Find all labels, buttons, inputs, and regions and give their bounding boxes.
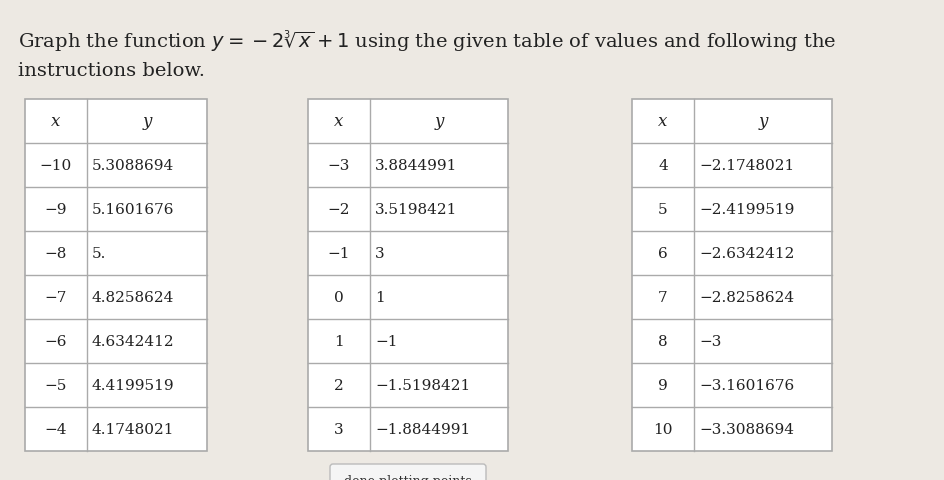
Text: 8: 8 [658, 334, 667, 348]
Text: 4.6342412: 4.6342412 [92, 334, 175, 348]
Text: 5.3088694: 5.3088694 [92, 159, 175, 173]
Text: x: x [51, 113, 60, 130]
Text: −3: −3 [699, 334, 721, 348]
Text: 4.1748021: 4.1748021 [92, 422, 175, 436]
Text: −3: −3 [328, 159, 350, 173]
Text: −2.1748021: −2.1748021 [699, 159, 794, 173]
Text: 0: 0 [334, 290, 344, 304]
Text: 4: 4 [658, 159, 667, 173]
Text: 3: 3 [334, 422, 344, 436]
Bar [25, 100, 207, 451]
Text: Graph the function $y = -2\sqrt[3]{x} + 1$ using the given table of values and f: Graph the function $y = -2\sqrt[3]{x} + … [18, 28, 836, 54]
Text: −1.8844991: −1.8844991 [375, 422, 470, 436]
Text: x: x [658, 113, 667, 130]
Text: 5: 5 [658, 203, 667, 216]
Text: 10: 10 [653, 422, 673, 436]
Text: 3: 3 [375, 247, 384, 261]
Text: 3.5198421: 3.5198421 [375, 203, 458, 216]
Text: −8: −8 [44, 247, 67, 261]
Text: x: x [334, 113, 344, 130]
Text: −3.1601676: −3.1601676 [699, 378, 794, 392]
Text: 5.: 5. [92, 247, 107, 261]
Text: −3.3088694: −3.3088694 [699, 422, 794, 436]
Text: −6: −6 [44, 334, 67, 348]
Bar [308, 100, 508, 451]
Text: −4: −4 [44, 422, 67, 436]
Text: y: y [434, 113, 444, 130]
Text: 4.4199519: 4.4199519 [92, 378, 175, 392]
Text: −10: −10 [40, 159, 72, 173]
Text: done plotting points: done plotting points [345, 475, 472, 480]
Text: −1: −1 [375, 334, 397, 348]
Text: 4.8258624: 4.8258624 [92, 290, 175, 304]
Text: 2: 2 [334, 378, 344, 392]
Text: 9: 9 [658, 378, 667, 392]
Text: instructions below.: instructions below. [18, 62, 205, 80]
Text: −9: −9 [44, 203, 67, 216]
Text: 1: 1 [334, 334, 344, 348]
Text: 5.1601676: 5.1601676 [92, 203, 175, 216]
Text: −1: −1 [328, 247, 350, 261]
FancyBboxPatch shape [330, 464, 486, 480]
Text: 1: 1 [375, 290, 385, 304]
Text: −2.6342412: −2.6342412 [699, 247, 794, 261]
Text: −1.5198421: −1.5198421 [375, 378, 470, 392]
Text: −2.8258624: −2.8258624 [699, 290, 794, 304]
Text: −2.4199519: −2.4199519 [699, 203, 794, 216]
Text: −7: −7 [44, 290, 67, 304]
Bar [632, 100, 832, 451]
Text: y: y [758, 113, 767, 130]
Text: 3.8844991: 3.8844991 [375, 159, 458, 173]
Text: 7: 7 [658, 290, 667, 304]
Text: −5: −5 [44, 378, 67, 392]
Text: 6: 6 [658, 247, 667, 261]
Text: y: y [143, 113, 152, 130]
Text: −2: −2 [328, 203, 350, 216]
